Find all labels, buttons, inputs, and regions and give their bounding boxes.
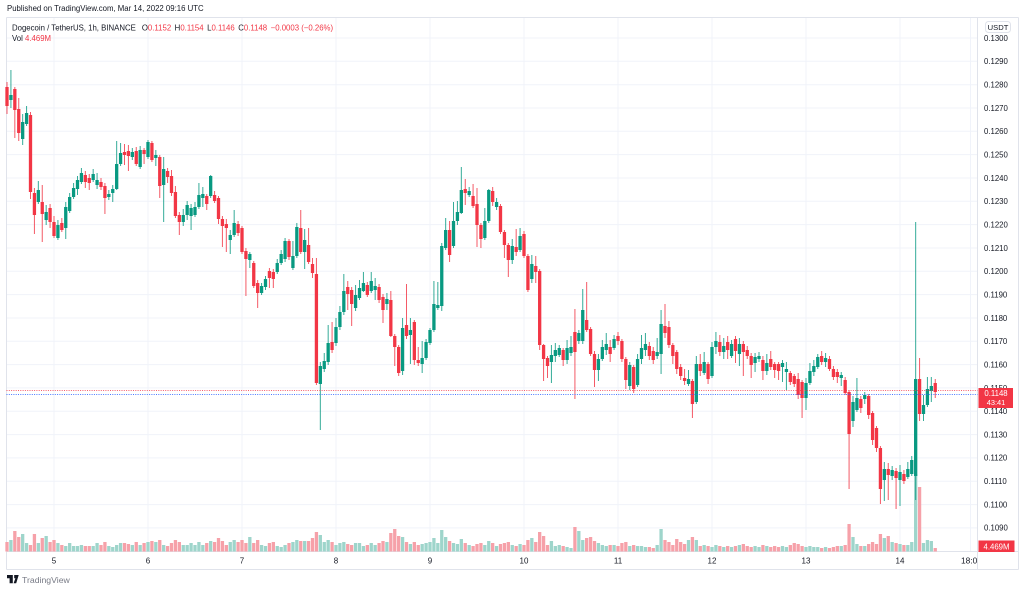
svg-text:8: 8 bbox=[334, 557, 339, 566]
svg-text:0.1270: 0.1270 bbox=[984, 104, 1009, 113]
svg-text:12: 12 bbox=[708, 557, 717, 566]
svg-text:0.1290: 0.1290 bbox=[984, 57, 1009, 66]
svg-text:43:41: 43:41 bbox=[987, 398, 1006, 407]
svg-text:0.1170: 0.1170 bbox=[984, 337, 1008, 346]
svg-text:0.1300: 0.1300 bbox=[984, 34, 1009, 43]
svg-text:0.1200: 0.1200 bbox=[984, 267, 1009, 276]
svg-text:0.1190: 0.1190 bbox=[984, 290, 1008, 299]
svg-text:0.1250: 0.1250 bbox=[984, 150, 1009, 159]
svg-text:Published on TradingView.com,: Published on TradingView.com, Mar 14, 20… bbox=[7, 4, 204, 13]
svg-text:0.1090: 0.1090 bbox=[984, 524, 1009, 533]
svg-text:4.469M: 4.469M bbox=[983, 543, 1009, 552]
svg-text:10: 10 bbox=[520, 557, 529, 566]
svg-text:9: 9 bbox=[428, 557, 433, 566]
svg-text:0.1110: 0.1110 bbox=[984, 477, 1007, 486]
svg-text:0.1220: 0.1220 bbox=[984, 220, 1009, 229]
svg-text:13: 13 bbox=[802, 557, 811, 566]
svg-text:Vol 4.469M: Vol 4.469M bbox=[12, 34, 51, 43]
svg-text:18:0: 18:0 bbox=[961, 556, 978, 566]
svg-text:14: 14 bbox=[896, 557, 905, 566]
svg-text:TradingView: TradingView bbox=[22, 575, 71, 585]
svg-text:0.1148: 0.1148 bbox=[984, 389, 1007, 398]
svg-text:USDT: USDT bbox=[988, 23, 1009, 32]
svg-text:11: 11 bbox=[614, 557, 623, 566]
svg-text:0.1240: 0.1240 bbox=[984, 174, 1009, 183]
svg-text:0.1130: 0.1130 bbox=[984, 430, 1008, 439]
svg-text:0.1260: 0.1260 bbox=[984, 127, 1009, 136]
svg-text:0.1210: 0.1210 bbox=[984, 244, 1009, 253]
svg-text:0.1160: 0.1160 bbox=[984, 360, 1008, 369]
svg-text:0.1100: 0.1100 bbox=[984, 500, 1008, 509]
svg-text:0.1140: 0.1140 bbox=[984, 407, 1008, 416]
svg-text:0.1180: 0.1180 bbox=[984, 314, 1008, 323]
svg-text:6: 6 bbox=[146, 557, 151, 566]
svg-text:7: 7 bbox=[240, 557, 245, 566]
svg-text:5: 5 bbox=[52, 557, 57, 566]
svg-text:0.1280: 0.1280 bbox=[984, 81, 1009, 90]
svg-text:0.1120: 0.1120 bbox=[984, 454, 1008, 463]
svg-text:0.1230: 0.1230 bbox=[984, 197, 1009, 206]
